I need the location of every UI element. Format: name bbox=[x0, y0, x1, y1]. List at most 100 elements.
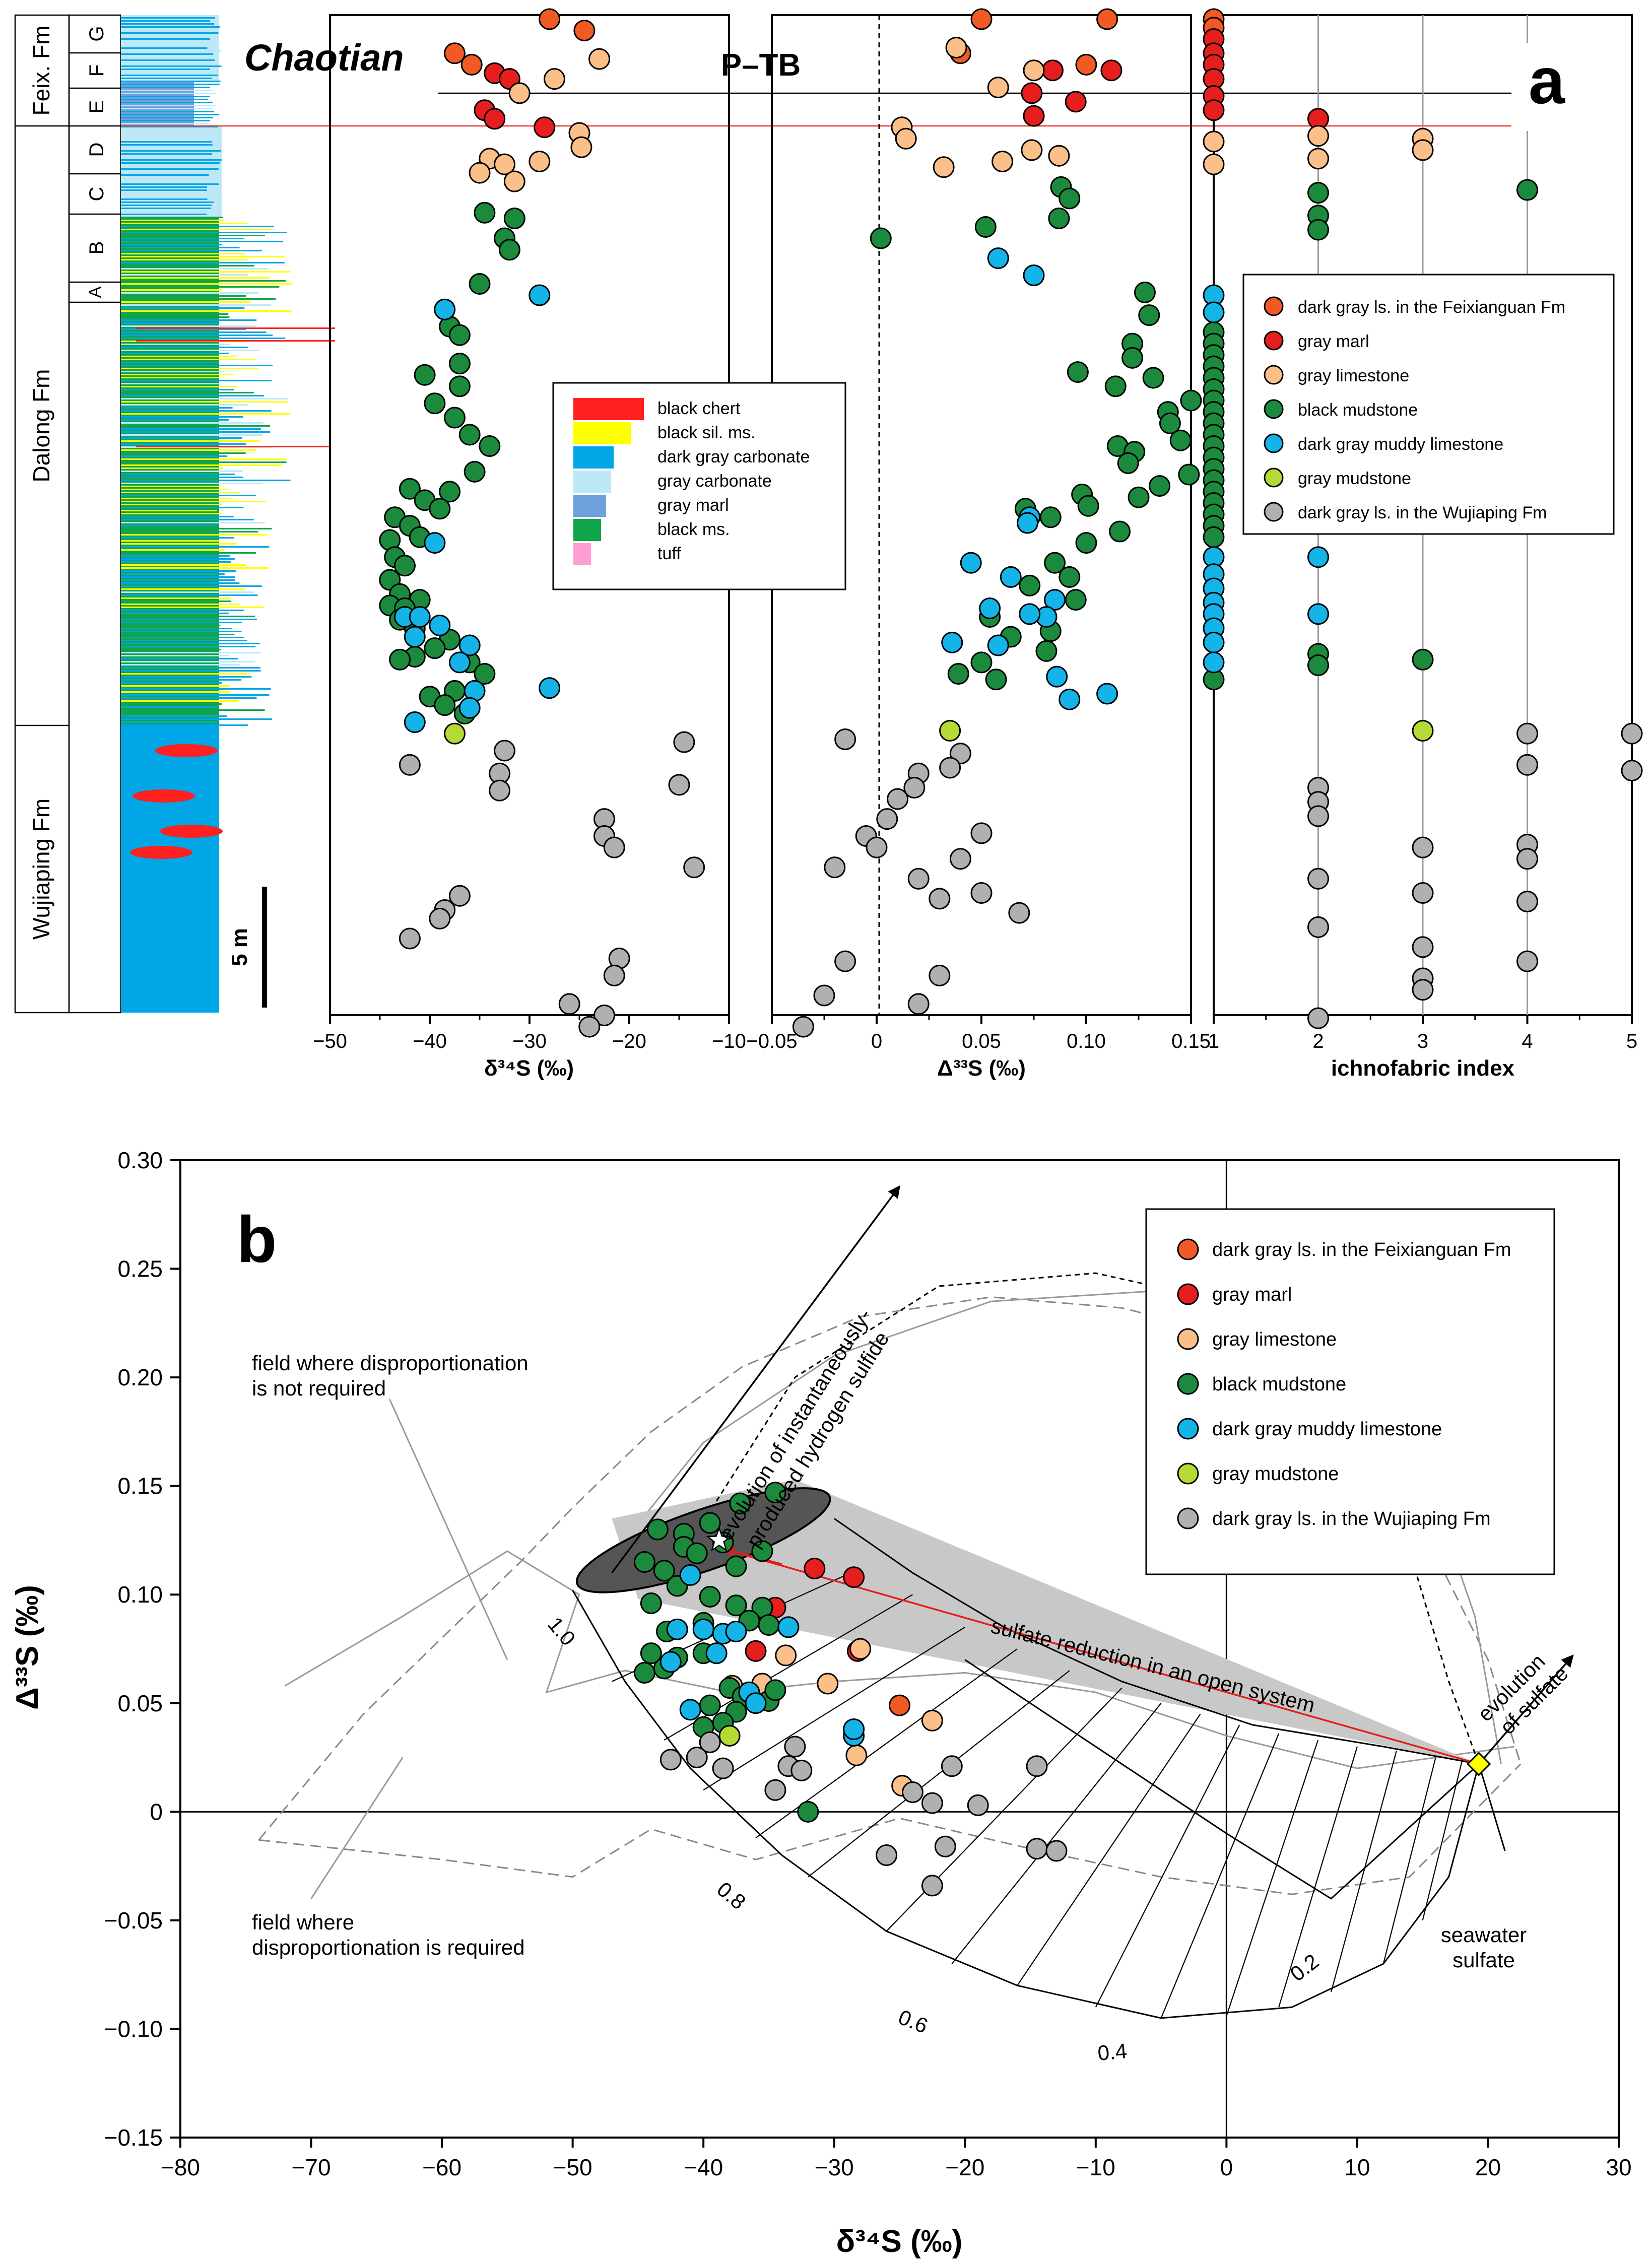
lith-streak bbox=[121, 537, 234, 539]
data-point-wujiaping bbox=[712, 1757, 734, 1779]
data-point-mudstone bbox=[448, 353, 471, 375]
lith-streak bbox=[121, 628, 233, 629]
section-name: Chaotian bbox=[244, 37, 404, 79]
arrow-evol-h2s bbox=[611, 1185, 900, 1574]
data-point-marl bbox=[843, 1566, 865, 1588]
lith-streak bbox=[121, 274, 248, 276]
data-point-wujiaping bbox=[1008, 902, 1030, 924]
open-system-cone bbox=[612, 1479, 1479, 1764]
data-point-marl bbox=[1021, 82, 1043, 104]
lith-streak bbox=[121, 558, 235, 560]
lith-legend-label: black chert bbox=[657, 399, 741, 418]
lith-streak bbox=[121, 75, 219, 76]
lith-streak bbox=[121, 208, 211, 209]
tick-label: −30 bbox=[815, 2154, 854, 2180]
data-point-limestone bbox=[845, 1744, 868, 1766]
tick-label: −20 bbox=[945, 2154, 984, 2180]
data-point-limestone bbox=[528, 151, 551, 172]
lith-streak bbox=[121, 347, 248, 348]
leader-line bbox=[388, 1399, 508, 1660]
lith-streak bbox=[121, 380, 272, 381]
unit-f: F bbox=[86, 64, 108, 77]
data-point-wujiaping bbox=[824, 856, 846, 879]
lith-streak bbox=[121, 53, 214, 55]
lith-streak bbox=[121, 422, 263, 424]
data-point-mudstone bbox=[414, 364, 436, 386]
lith-streak bbox=[121, 407, 233, 409]
unit-b: B bbox=[86, 241, 108, 255]
lith-streak bbox=[121, 398, 289, 399]
lith-streak bbox=[121, 295, 246, 297]
data-point-muddy_limestone bbox=[429, 614, 451, 636]
data-point-mudstone bbox=[1121, 347, 1144, 369]
data-point-limestone bbox=[508, 82, 531, 104]
legend-label: black mudstone bbox=[1298, 401, 1418, 420]
legend-marker-muddy_limestone bbox=[1177, 1418, 1199, 1440]
data-point-wujiaping bbox=[764, 1779, 786, 1801]
lith-streak bbox=[121, 386, 238, 387]
data-point-muddy_limestone bbox=[777, 1616, 800, 1638]
lith-streak bbox=[121, 174, 209, 176]
legend-marker-marl bbox=[1264, 330, 1284, 351]
lith-legend-swatch bbox=[573, 422, 631, 444]
lith-streak bbox=[121, 147, 218, 149]
lith-streak bbox=[121, 383, 219, 384]
lith-legend-swatch bbox=[573, 543, 591, 565]
data-point-marl bbox=[1065, 91, 1087, 113]
data-point-feixianguan bbox=[444, 42, 466, 64]
data-point-muddy_limestone bbox=[692, 1618, 714, 1640]
data-point-feixianguan bbox=[573, 20, 596, 42]
tick-label: 2 bbox=[1312, 1030, 1324, 1052]
data-point-wujiaping bbox=[929, 964, 951, 986]
lith-streak bbox=[121, 679, 242, 681]
data-point-mudstone bbox=[1307, 654, 1329, 677]
lith-streak bbox=[121, 65, 222, 67]
lith-streak bbox=[121, 519, 254, 520]
data-point-muddy_limestone bbox=[409, 606, 431, 628]
lith-streak bbox=[121, 96, 210, 97]
data-point-feixianguan bbox=[970, 8, 993, 30]
lith-streak bbox=[121, 443, 246, 445]
data-point-mudstone bbox=[1159, 412, 1181, 434]
data-point-mudstone bbox=[974, 216, 997, 238]
lith-streak bbox=[121, 177, 217, 179]
tick-label: −80 bbox=[161, 2154, 200, 2180]
data-point-mudstone bbox=[1203, 526, 1225, 548]
tick-label: 0 bbox=[871, 1030, 882, 1052]
legend-panel-b: dark gray ls. in the Feixianguan Fm gray … bbox=[1145, 1208, 1555, 1575]
lith-streak bbox=[121, 44, 214, 46]
field-boundary-dashed-lower bbox=[258, 1763, 1522, 1895]
data-point-marl bbox=[534, 116, 556, 139]
lith-streak bbox=[121, 634, 235, 635]
leader-line bbox=[310, 1757, 404, 1899]
ann-disp-required-1: field where bbox=[252, 1910, 354, 1934]
lith-streak bbox=[121, 594, 258, 596]
data-point-marl bbox=[804, 1557, 826, 1579]
f-grid-line bbox=[951, 1703, 1162, 1964]
lith-streak bbox=[121, 428, 261, 430]
lith-streak bbox=[121, 202, 214, 203]
lith-streak bbox=[121, 72, 212, 73]
f-grid-line bbox=[1422, 1761, 1463, 1921]
lith-streak bbox=[121, 610, 244, 611]
data-point-mudstone bbox=[1067, 361, 1089, 383]
data-point-muddy_limestone bbox=[679, 1564, 701, 1586]
data-point-wujiaping bbox=[967, 1794, 989, 1816]
lith-streak bbox=[121, 84, 220, 85]
data-point-mudstone bbox=[870, 227, 892, 249]
legend-marker-gray_mudstone bbox=[1264, 468, 1284, 488]
lith-legend-label: black ms. bbox=[657, 520, 730, 539]
lith-streak bbox=[121, 168, 219, 170]
lith-streak bbox=[121, 649, 222, 650]
lith-streak bbox=[121, 655, 230, 656]
legend-label: dark gray ls. in the Wujiaping Fm bbox=[1298, 503, 1547, 522]
data-point-limestone bbox=[921, 1709, 943, 1732]
unit-a: A bbox=[86, 286, 105, 298]
f-grid-line bbox=[1382, 1757, 1436, 1964]
lith-streak bbox=[121, 359, 255, 360]
data-point-muddy_limestone bbox=[458, 634, 481, 656]
tick-label: 3 bbox=[1417, 1030, 1428, 1052]
data-point-wujiaping bbox=[876, 1844, 898, 1867]
lith-streak bbox=[121, 50, 222, 52]
data-point-mudstone bbox=[1134, 281, 1156, 303]
